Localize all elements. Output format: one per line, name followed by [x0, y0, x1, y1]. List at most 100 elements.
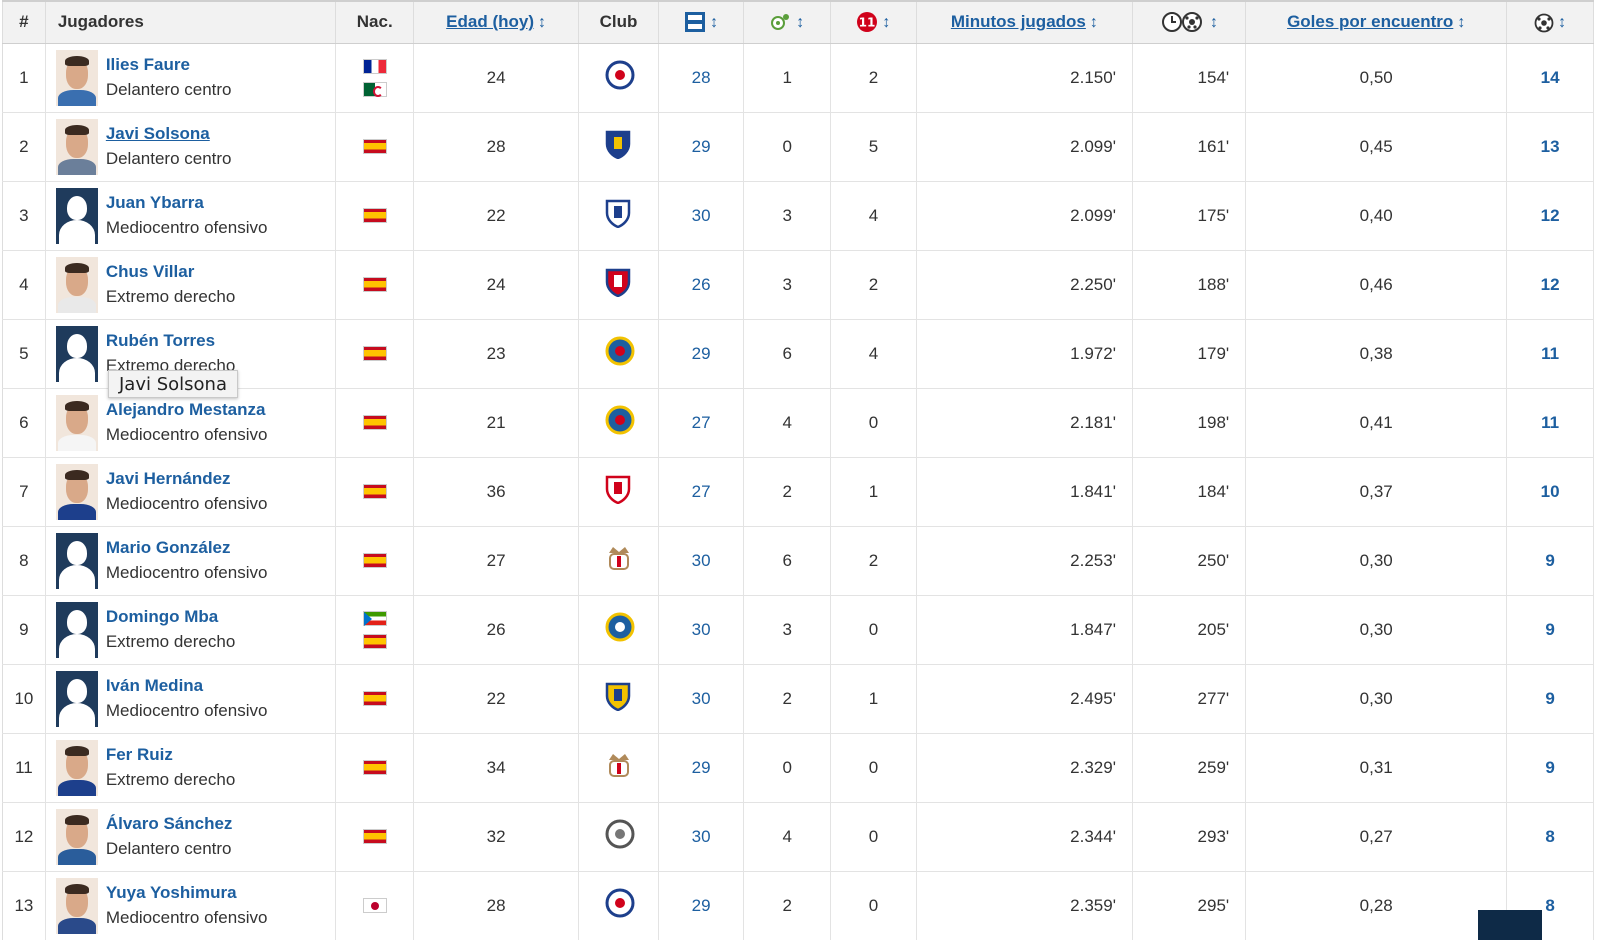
- club-crest-icon[interactable]: [605, 543, 631, 573]
- appearances-cell[interactable]: 29: [658, 319, 745, 389]
- player-name-link[interactable]: Yuya Yoshimura: [105, 882, 237, 902]
- sort-arrow-icon[interactable]: ↕: [882, 13, 891, 31]
- rank-cell: 1: [2, 43, 46, 113]
- player-name-link[interactable]: Javi Solsona: [105, 123, 210, 143]
- player-name-link[interactable]: Fer Ruiz: [105, 744, 173, 764]
- club-crest-icon[interactable]: [605, 888, 635, 918]
- goals-per-match-sort-link[interactable]: Goles por encuentro: [1287, 12, 1454, 32]
- goals-cell[interactable]: 9: [1506, 664, 1594, 734]
- appearances-cell[interactable]: 29: [658, 112, 745, 182]
- player-photo-placeholder[interactable]: [55, 325, 98, 382]
- player-name-link[interactable]: Álvaro Sánchez: [105, 813, 233, 833]
- table-header-row: # Jugadores Nac. Edad (hoy) ↕ Club ↕ ↕ 11…: [2, 0, 1594, 44]
- player-name-link[interactable]: Iván Medina: [105, 675, 204, 695]
- club-crest-icon[interactable]: [605, 129, 631, 160]
- goals-cell[interactable]: 10: [1506, 457, 1594, 527]
- appearances-cell[interactable]: 30: [658, 802, 745, 872]
- minutes-sort-link[interactable]: Minutos jugados: [950, 12, 1086, 32]
- ball-assist-icon[interactable]: [770, 11, 792, 33]
- age-cell: 23: [413, 319, 580, 389]
- appearances-cell[interactable]: 30: [658, 664, 745, 734]
- sort-arrow-icon[interactable]: ↕: [1457, 14, 1466, 32]
- goals-cell[interactable]: 13: [1506, 112, 1594, 182]
- player-name-link[interactable]: Juan Ybarra: [105, 192, 204, 212]
- scroll-to-top-button[interactable]: [1478, 910, 1542, 940]
- header-starting-sort[interactable]: 11 ↕: [830, 0, 917, 44]
- ball-icon[interactable]: [1534, 13, 1554, 33]
- player-photo[interactable]: [55, 394, 98, 451]
- header-min-per-goal-sort[interactable]: ↕: [1132, 0, 1247, 44]
- flag-es-icon: [362, 691, 387, 706]
- player-photo-placeholder[interactable]: [55, 187, 98, 244]
- starts-cell: 2: [830, 526, 917, 596]
- player-photo-placeholder[interactable]: [55, 670, 98, 727]
- goals-cell[interactable]: 8: [1506, 802, 1594, 872]
- player-name-link[interactable]: Mario González: [105, 537, 231, 557]
- appearances-cell[interactable]: 30: [658, 595, 745, 665]
- sort-arrow-icon[interactable]: ↕: [538, 14, 547, 32]
- player-photo[interactable]: [55, 463, 98, 520]
- minutes-cell: 2.250': [916, 250, 1133, 320]
- player-name-link[interactable]: Chus Villar: [105, 261, 195, 281]
- goals-cell[interactable]: 12: [1506, 250, 1594, 320]
- player-name-link[interactable]: Javi Hernández: [105, 468, 231, 488]
- player-photo[interactable]: [55, 49, 98, 106]
- header-minutes-sort[interactable]: Minutos jugados ↕: [916, 0, 1133, 44]
- club-crest-icon[interactable]: [605, 474, 631, 505]
- player-photo[interactable]: [55, 256, 98, 313]
- appearances-cell[interactable]: 30: [658, 526, 745, 596]
- player-name-link[interactable]: Alejandro Mestanza: [105, 399, 266, 419]
- age-sort-link[interactable]: Edad (hoy): [446, 12, 535, 32]
- header-rank: #: [2, 0, 46, 44]
- appearances-cell[interactable]: 28: [658, 43, 745, 113]
- header-assists-sort[interactable]: ↕: [743, 0, 832, 44]
- player-photo[interactable]: [55, 739, 98, 796]
- appearances-cell[interactable]: 27: [658, 388, 745, 458]
- player-name-link[interactable]: Rubén Torres: [105, 330, 216, 350]
- goals-cell[interactable]: 9: [1506, 733, 1594, 803]
- age-cell: 21: [413, 388, 580, 458]
- goals-cell[interactable]: 9: [1506, 595, 1594, 665]
- club-crest-icon[interactable]: [605, 612, 635, 642]
- header-goals-per-match-sort[interactable]: Goles por encuentro ↕: [1245, 0, 1508, 44]
- player-name-link[interactable]: Domingo Mba: [105, 606, 219, 626]
- goals-cell[interactable]: 8: [1506, 871, 1594, 940]
- goals-cell[interactable]: 11: [1506, 319, 1594, 389]
- appearances-cell[interactable]: 26: [658, 250, 745, 320]
- club-crest-icon[interactable]: [605, 267, 631, 298]
- club-crest-icon[interactable]: [605, 336, 635, 366]
- appearances-cell[interactable]: 29: [658, 871, 745, 940]
- player-photo-placeholder[interactable]: [55, 532, 98, 589]
- clock-ball-icon[interactable]: [1160, 10, 1206, 34]
- club-crest-icon[interactable]: [605, 750, 631, 780]
- sort-arrow-icon[interactable]: ↕: [1089, 14, 1098, 32]
- sort-arrow-icon[interactable]: ↕: [710, 13, 719, 31]
- sort-arrow-icon[interactable]: ↕: [1558, 13, 1567, 31]
- sort-arrow-icon[interactable]: ↕: [796, 13, 805, 31]
- minutes-cell: 2.344': [916, 802, 1133, 872]
- club-crest-icon[interactable]: [605, 405, 635, 435]
- club-crest-icon[interactable]: [605, 819, 635, 849]
- appearances-cell[interactable]: 27: [658, 457, 745, 527]
- club-crest-icon[interactable]: [605, 60, 635, 90]
- appearances-cell[interactable]: 29: [658, 733, 745, 803]
- goals-cell[interactable]: 11: [1506, 388, 1594, 458]
- player-photo-placeholder[interactable]: [55, 601, 98, 658]
- club-crest-icon[interactable]: [605, 681, 631, 712]
- header-appearances-sort[interactable]: ↕: [658, 0, 745, 44]
- header-goals-sort[interactable]: ↕: [1506, 0, 1594, 44]
- player-photo[interactable]: [55, 118, 98, 175]
- appearances-cell[interactable]: 30: [658, 181, 745, 251]
- player-photo[interactable]: [55, 808, 98, 865]
- goals-cell[interactable]: 9: [1506, 526, 1594, 596]
- starting-eleven-icon[interactable]: 11: [856, 11, 878, 33]
- header-age-sort[interactable]: Edad (hoy) ↕: [413, 0, 580, 44]
- player-photo[interactable]: [55, 877, 98, 934]
- club-crest-icon[interactable]: [605, 198, 631, 229]
- sort-arrow-icon[interactable]: ↕: [1210, 13, 1219, 31]
- club-cell: [578, 457, 659, 527]
- goals-cell[interactable]: 12: [1506, 181, 1594, 251]
- player-name-link[interactable]: Ilies Faure: [105, 54, 190, 74]
- lineup-icon[interactable]: [684, 11, 706, 33]
- goals-cell[interactable]: 14: [1506, 43, 1594, 113]
